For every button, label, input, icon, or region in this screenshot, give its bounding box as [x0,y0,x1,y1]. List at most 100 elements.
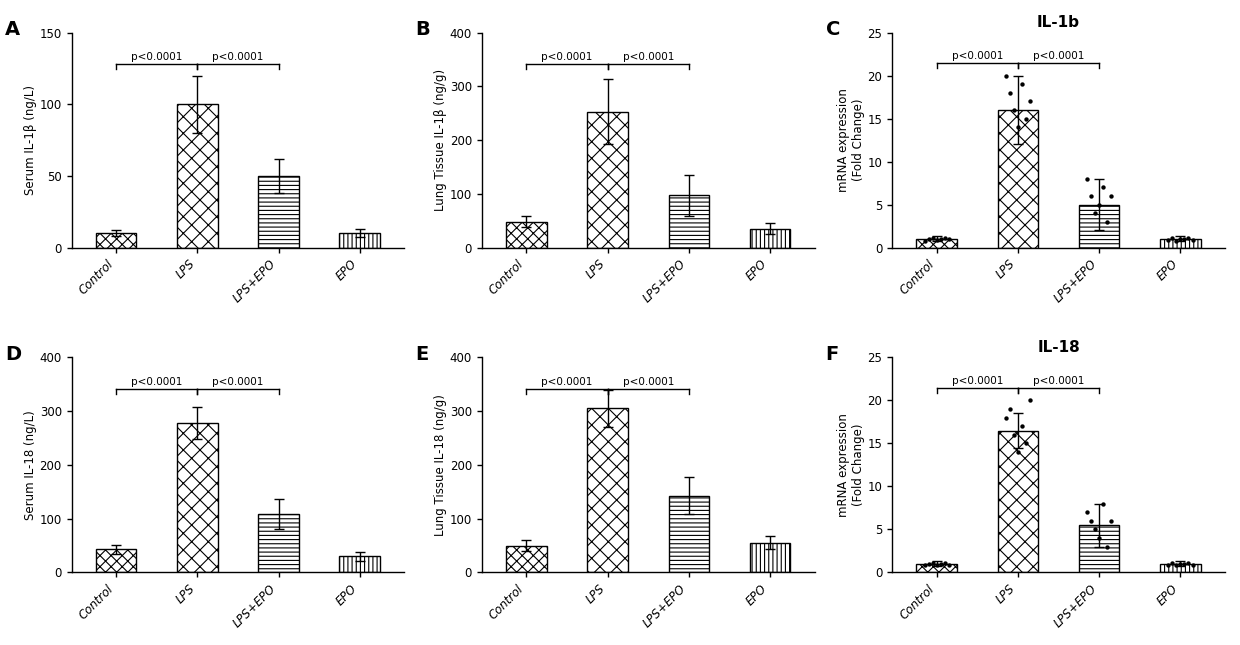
Bar [1079,525,1120,572]
Point [1085,524,1105,535]
Text: F: F [826,344,838,364]
Bar [668,195,709,248]
Bar [588,408,627,572]
Bar [588,112,627,248]
Point [1174,559,1194,570]
Text: p<0.0001: p<0.0001 [1033,51,1084,61]
Point [1094,499,1114,509]
Point [1158,235,1178,245]
Point [999,88,1019,98]
Point [1162,233,1182,243]
Bar [506,546,547,572]
Point [919,233,939,244]
Text: D: D [5,344,21,364]
Text: p<0.0001: p<0.0001 [131,377,182,387]
Point [935,233,955,244]
Text: C: C [826,19,839,39]
Point [1081,191,1101,201]
Point [1004,104,1024,115]
Point [999,404,1019,414]
Point [926,559,946,570]
Point [1171,559,1190,569]
Point [1183,560,1203,570]
Text: p<0.0001: p<0.0001 [131,52,182,63]
Bar [1161,239,1200,248]
Text: A: A [5,19,20,39]
Point [915,235,935,246]
Point [1081,515,1101,526]
Point [1089,533,1109,543]
Bar [258,176,299,248]
Point [1012,421,1032,432]
Text: B: B [415,19,430,39]
Bar [916,564,957,572]
Bar [998,430,1038,572]
Title: IL-18: IL-18 [1037,340,1080,355]
Bar [258,514,299,572]
Point [1158,559,1178,570]
Y-axis label: Serum IL-1β (ng/L): Serum IL-1β (ng/L) [24,85,37,195]
Point [1004,430,1024,440]
Point [1167,561,1187,571]
Point [926,235,946,245]
Point [939,234,959,244]
Point [1162,558,1182,568]
Point [1167,235,1187,246]
Point [1089,199,1109,210]
Bar [506,222,547,248]
Text: p<0.0001: p<0.0001 [212,52,264,63]
Point [931,233,951,244]
Bar [340,556,381,572]
Bar [750,543,790,572]
Point [1016,114,1035,124]
Bar [340,233,381,248]
Text: p<0.0001: p<0.0001 [542,377,593,387]
Point [1078,507,1097,517]
Bar [668,495,709,572]
Point [939,560,959,570]
Y-axis label: mRNA expression
(Fold Change): mRNA expression (Fold Change) [837,88,864,192]
Text: p<0.0001: p<0.0001 [951,51,1003,61]
Point [1097,541,1117,551]
Point [1101,191,1121,201]
Point [1021,96,1040,106]
Text: p<0.0001: p<0.0001 [212,377,264,387]
Text: p<0.0001: p<0.0001 [542,52,593,62]
Point [935,558,955,568]
Bar [998,110,1038,248]
Point [1008,122,1028,132]
Y-axis label: mRNA expression
(Fold Change): mRNA expression (Fold Change) [837,413,864,517]
Text: p<0.0001: p<0.0001 [951,376,1003,386]
Point [1078,174,1097,184]
Point [919,559,939,569]
Point [1016,438,1035,448]
Point [1008,447,1028,457]
Bar [916,239,957,248]
Bar [95,233,136,248]
Point [931,559,951,569]
Text: E: E [415,344,429,364]
Bar [750,229,790,248]
Y-axis label: Serum IL-18 (ng/L): Serum IL-18 (ng/L) [24,410,37,520]
Point [1085,208,1105,218]
Bar [95,550,136,572]
Text: p<0.0001: p<0.0001 [622,52,675,62]
Point [915,561,935,571]
Bar [177,423,218,572]
Point [1021,395,1040,406]
Point [1178,558,1198,568]
Point [1174,234,1194,244]
Title: IL-1b: IL-1b [1037,15,1080,30]
Point [1171,233,1190,244]
Point [1183,235,1203,245]
Bar [1079,204,1120,248]
Point [996,70,1016,81]
Point [1097,217,1117,227]
Point [923,558,942,568]
Bar [177,104,218,248]
Point [923,233,942,243]
Point [1012,79,1032,89]
Point [996,412,1016,422]
Point [1094,182,1114,192]
Text: p<0.0001: p<0.0001 [1033,376,1084,386]
